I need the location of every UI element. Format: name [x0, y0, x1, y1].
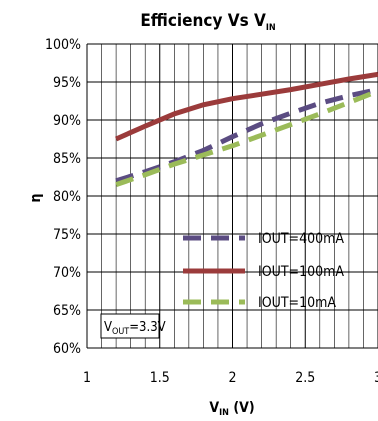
grid	[86, 43, 378, 349]
x-tick-label: 3	[374, 370, 378, 386]
x-axis-label-main: V	[209, 400, 219, 416]
y-tick-label: 70%	[53, 265, 81, 281]
y-tick-label: 95%	[53, 75, 81, 91]
vout-annotation: VOUT=3.3V	[104, 320, 166, 337]
chart-title-main: Efficiency Vs V	[140, 11, 266, 31]
x-axis-ticks: 1 1.5 2 2.5 3	[83, 370, 378, 386]
vout-annotation-subscript: OUT	[112, 327, 129, 337]
chart-title-subscript: IN	[266, 23, 276, 33]
y-tick-label: 60%	[53, 341, 81, 357]
x-tick-label: 2.5	[295, 370, 315, 386]
series-line	[115, 87, 378, 184]
legend: IOUT=400mA IOUT=100mA IOUT=10mA	[183, 231, 344, 311]
y-tick-label: 65%	[53, 303, 81, 319]
chart-title: Efficiency Vs VIN	[140, 11, 276, 33]
legend-label: IOUT=10mA	[258, 295, 336, 311]
y-tick-label: 75%	[53, 227, 81, 243]
x-tick-label: 1	[83, 370, 91, 386]
x-axis-label-unit: (V)	[229, 400, 255, 416]
vout-annotation-rest: =3.3V	[129, 320, 165, 335]
x-tick-label: 1.5	[150, 370, 170, 386]
series-line	[115, 71, 378, 142]
x-axis-label-subscript: IN	[219, 408, 229, 418]
y-axis-label: η	[28, 194, 44, 203]
x-tick-label: 2	[228, 370, 236, 386]
legend-label: IOUT=100mA	[258, 264, 344, 280]
y-axis-ticks: 100% 95% 90% 85% 80% 75% 70% 65% 60%	[45, 37, 81, 357]
y-tick-label: 90%	[53, 113, 81, 129]
x-axis-label: VIN (V)	[209, 400, 254, 418]
vout-annotation-main: V	[104, 320, 112, 335]
vout-annotation-box	[100, 313, 160, 339]
series-lines	[115, 71, 378, 187]
y-tick-label: 85%	[53, 151, 81, 167]
y-tick-label: 80%	[53, 189, 81, 205]
y-tick-label: 100%	[45, 37, 81, 53]
series-line	[115, 88, 378, 187]
legend-label: IOUT=400mA	[258, 231, 344, 247]
